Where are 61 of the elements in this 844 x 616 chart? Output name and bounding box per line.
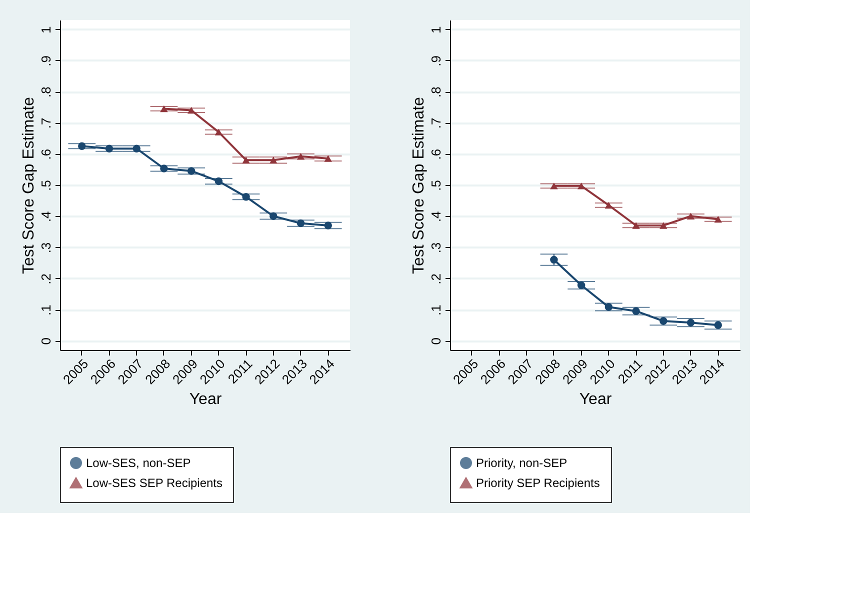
y-tick-label: 1	[38, 26, 54, 34]
y-axis-title: Test Score Gap Estimate	[410, 96, 428, 274]
point	[187, 167, 196, 175]
point	[160, 105, 168, 112]
y-tick-label: .3	[428, 242, 444, 254]
y-tick-label: .3	[38, 242, 54, 254]
point	[242, 156, 250, 164]
point	[577, 281, 586, 290]
point	[660, 317, 668, 325]
y-tick-label: .5	[38, 180, 54, 191]
point	[187, 106, 196, 114]
y-tick-label: .9	[38, 56, 54, 66]
point	[324, 222, 332, 230]
y-tick-label: .2	[38, 273, 54, 284]
point	[604, 303, 613, 311]
point	[577, 182, 586, 190]
legend-label: Priority SEP Recipients	[476, 476, 600, 490]
point	[686, 318, 695, 326]
y-tick-label: .7	[428, 118, 444, 129]
y-tick-label: 0	[428, 338, 444, 345]
point	[604, 202, 613, 209]
point	[660, 222, 668, 229]
point	[632, 307, 640, 315]
point	[132, 144, 140, 152]
point	[105, 144, 114, 152]
y-tick-label: 0	[38, 338, 54, 345]
point	[270, 156, 278, 164]
point	[296, 153, 305, 160]
y-tick-label: .7	[38, 118, 54, 129]
legend-label: Low-SES, non-SEP	[86, 456, 191, 470]
legend-label: Priority, non-SEP	[476, 456, 568, 470]
x-axis-title: Year	[579, 391, 612, 408]
y-tick-label: 1	[428, 26, 444, 34]
point	[324, 155, 332, 162]
y-tick-label: .6	[428, 148, 444, 160]
point	[242, 192, 250, 201]
legend-label: Low-SES SEP Recipients	[86, 476, 223, 490]
y-tick-label: .4	[38, 211, 54, 222]
point	[632, 222, 640, 229]
x-axis-title: Year	[189, 391, 222, 408]
point	[550, 256, 558, 264]
y-tick-label: .5	[428, 180, 444, 191]
y-tick-label: .4	[428, 211, 444, 222]
y-axis-title: Test Score Gap Estimate	[20, 96, 38, 274]
y-tick-label: .8	[428, 86, 444, 98]
y-tick-label: .8	[38, 86, 54, 98]
y-tick-label: .6	[38, 148, 54, 160]
point	[160, 164, 168, 172]
y-tick-label: .9	[428, 56, 444, 66]
point	[686, 212, 695, 220]
point	[714, 321, 722, 329]
y-tick-label: .1	[428, 304, 444, 316]
y-tick-label: .1	[38, 304, 54, 316]
point	[296, 219, 305, 228]
point	[214, 128, 223, 136]
point	[270, 212, 278, 220]
point	[714, 216, 722, 223]
point	[78, 142, 86, 150]
y-tick-label: .2	[428, 273, 444, 284]
point	[214, 177, 223, 186]
point	[550, 182, 558, 190]
